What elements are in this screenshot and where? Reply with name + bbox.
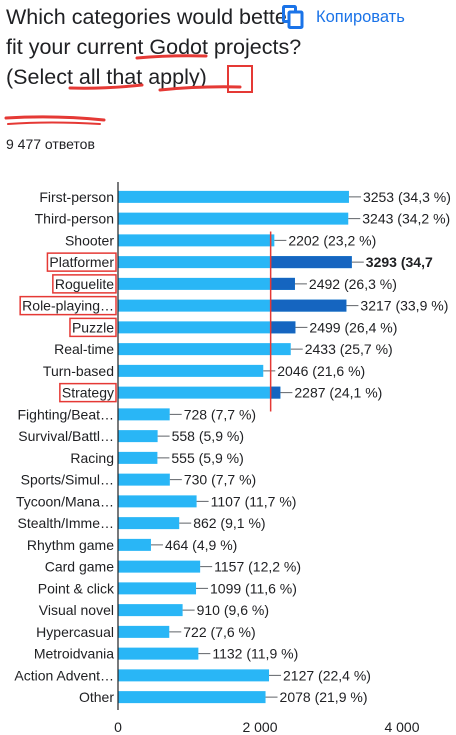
bar-21 [118,647,199,660]
bar-highlight-3 [270,256,352,269]
category-label-5: Role-playing… [22,298,114,314]
category-label-1: Third-person [35,211,114,227]
value-label-2: 2202 (23,2 %) [288,232,376,248]
category-label-2: Shooter [65,232,114,248]
category-label-10: Fighting/Beat… [18,406,115,422]
category-label-4: Roguelite [55,276,114,292]
value-label-16: 464 (4,9 %) [165,537,237,553]
value-label-14: 1107 (11,7 %) [211,493,297,509]
value-label-12: 555 (5,9 %) [171,450,243,466]
x-tick-label-2: 4 000 [384,719,419,735]
bar-1 [118,212,349,225]
x-tick-label-0: 0 [114,719,122,735]
value-label-22: 2127 (22,4 %) [283,667,371,683]
value-label-6: 2499 (26,4 %) [309,319,397,335]
bar-6 [118,321,296,334]
bar-14 [118,495,197,508]
category-label-11: Survival/Battl… [18,428,114,444]
bar-17 [118,560,201,573]
bar-highlight-9 [270,386,281,399]
copy-icon [282,5,304,29]
bar-16 [118,538,151,551]
value-label-3: 3293 (34,7 [366,254,433,270]
bar-23 [118,691,266,704]
bar-2 [118,234,275,247]
value-label-13: 730 (7,7 %) [184,472,256,488]
category-label-13: Sports/Simul… [21,472,114,488]
responses-count: 9 477 ответов [6,136,95,152]
value-label-4: 2492 (26,3 %) [309,276,397,292]
bar-4 [118,277,295,290]
copy-button[interactable]: Копировать [282,2,405,32]
category-label-3: Platformer [49,254,114,270]
category-label-7: Real-time [54,341,114,357]
bar-11 [118,430,158,443]
value-label-10: 728 (7,7 %) [184,406,256,422]
bar-22 [118,669,270,682]
value-label-9: 2287 (24,1 %) [294,385,382,401]
category-label-21: Metroidvania [34,646,114,662]
value-label-0: 3253 (34,3 %) [363,189,451,205]
category-label-6: Puzzle [72,319,114,335]
value-label-20: 722 (7,6 %) [183,624,255,640]
bar-0 [118,190,349,203]
value-label-5: 3217 (33,9 %) [360,298,448,314]
category-label-12: Racing [70,450,114,466]
category-label-23: Other [79,689,114,705]
question-title: Which categories would better fit your c… [6,5,302,89]
bar-20 [118,625,170,638]
value-label-21: 1132 (11,9 %) [212,646,298,662]
category-label-17: Card game [45,559,114,575]
bar-19 [118,604,183,617]
bar-highlight-4 [270,277,295,290]
category-label-14: Tycoon/Mana… [16,493,114,509]
value-label-15: 862 (9,1 %) [193,515,265,531]
bar-10 [118,408,170,421]
category-box-4 [52,274,117,294]
bar-18 [118,582,197,595]
bar-15 [118,517,180,530]
bar-12 [118,451,158,464]
category-label-22: Action Advent… [14,667,114,683]
value-label-8: 2046 (21,6 %) [277,363,365,379]
value-label-1: 3243 (34,2 %) [362,211,450,227]
category-label-20: Hypercasual [36,624,114,640]
bar-13 [118,473,170,486]
category-label-18: Point & click [38,580,115,596]
category-label-9: Strategy [62,385,114,401]
x-tick-label-1: 2 000 [242,719,277,735]
category-label-0: First-person [39,189,114,205]
bar-8 [118,364,264,377]
bar-highlight-6 [270,321,296,334]
value-label-18: 1099 (11,6 %) [210,580,297,596]
category-box-9 [59,382,117,403]
copy-button-label: Копировать [316,7,405,26]
category-box-6 [69,317,117,338]
category-label-19: Visual novel [39,602,114,618]
bar-7 [118,343,291,356]
bar-9 [118,386,281,399]
value-label-11: 558 (5,9 %) [172,428,244,444]
value-label-17: 1157 (12,2 %) [214,559,301,575]
value-label-19: 910 (9,6 %) [197,602,269,618]
value-label-7: 2433 (25,7 %) [305,341,393,357]
value-label-23: 2078 (21,9 %) [280,689,368,705]
category-label-15: Stealth/Imme… [18,515,114,531]
category-label-8: Turn-based [43,363,114,379]
category-label-16: Rhythm game [27,537,114,553]
category-box-5 [19,295,117,316]
category-box-3 [46,252,117,272]
bar-highlight-5 [270,299,347,312]
